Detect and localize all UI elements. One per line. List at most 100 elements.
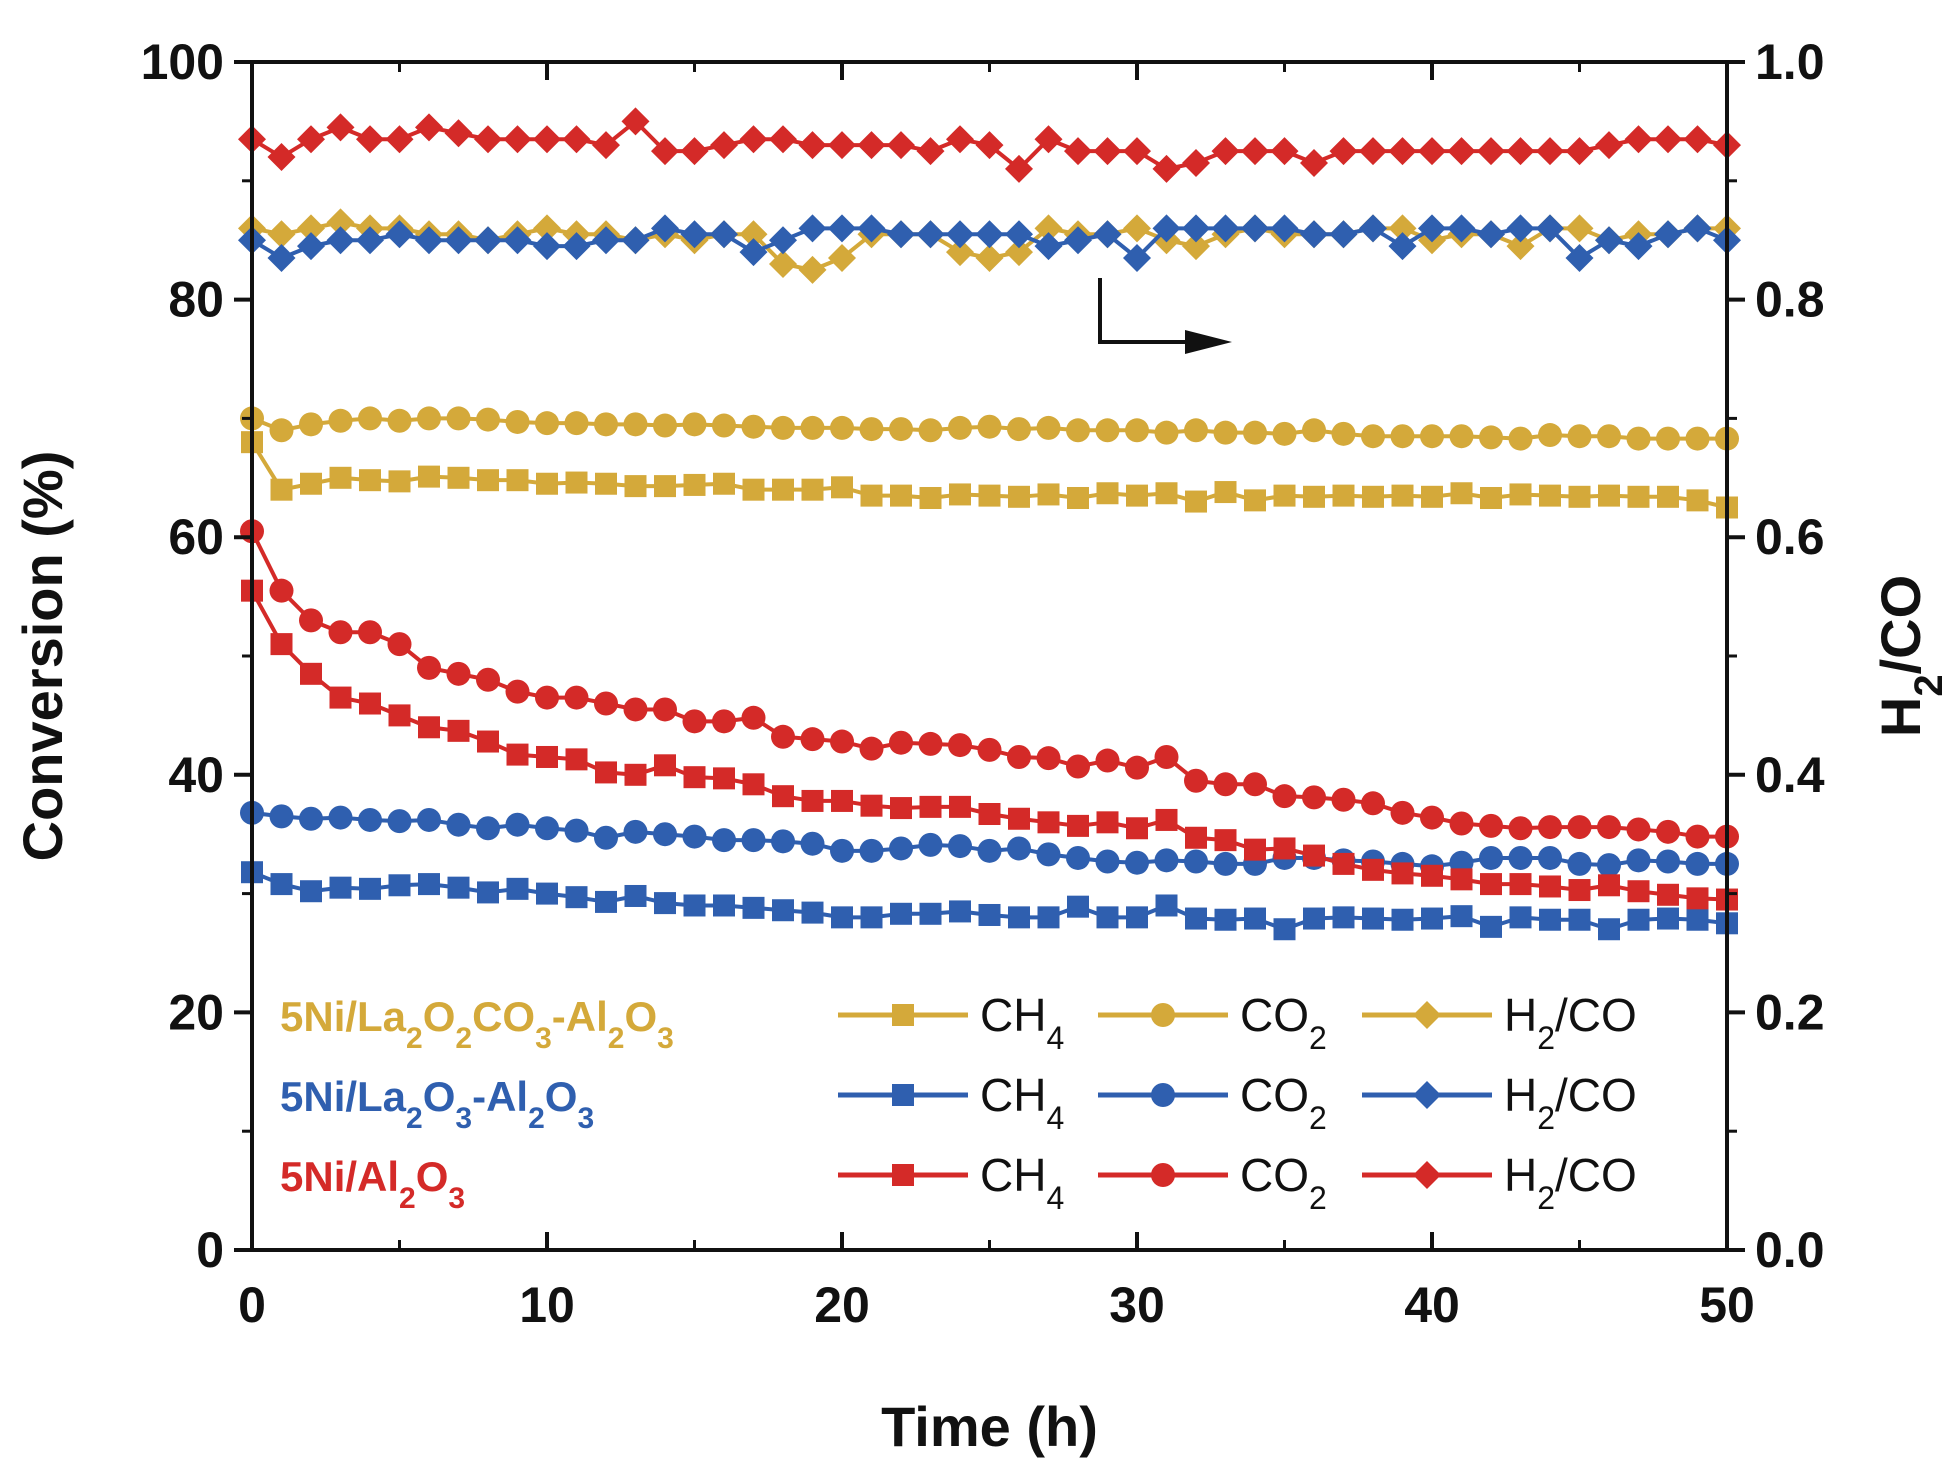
data-point-square <box>949 795 971 818</box>
data-point-circle <box>1184 849 1208 874</box>
data-point-square <box>388 470 411 493</box>
data-point-square <box>654 475 676 498</box>
data-point-diamond <box>651 137 679 166</box>
data-point-square <box>388 874 411 897</box>
data-point-square <box>1037 811 1060 834</box>
legend-series-label: CH4 <box>980 1069 1064 1136</box>
data-point-diamond <box>474 125 502 154</box>
data-point-diamond <box>1565 137 1594 166</box>
data-point-square <box>683 894 706 917</box>
data-point-diamond <box>1182 232 1210 261</box>
data-point-diamond <box>444 226 473 255</box>
data-point-circle <box>269 804 294 829</box>
legend-series-label-part: CH <box>980 1069 1046 1121</box>
data-point-circle <box>387 809 412 834</box>
data-point-circle <box>948 834 972 859</box>
data-point-square <box>1539 875 1561 898</box>
data-point-diamond <box>739 238 768 267</box>
x-axis-title: Time (h) <box>881 1395 1098 1458</box>
data-point-square <box>831 906 853 929</box>
legend-marker-circle <box>1151 1083 1175 1107</box>
data-point-circle <box>1508 816 1533 841</box>
data-point-circle <box>1331 787 1356 812</box>
data-point-square <box>1657 485 1679 508</box>
data-point-circle <box>977 414 1002 439</box>
data-point-circle <box>1567 851 1592 876</box>
data-point-diamond <box>1506 137 1535 166</box>
data-point-diamond <box>975 220 1004 249</box>
data-point-circle <box>1184 418 1208 443</box>
data-point-circle <box>1125 418 1149 443</box>
arrow-head <box>1185 330 1232 354</box>
series-1-h2co <box>238 214 1741 273</box>
y-left-tick-label: 0 <box>196 1222 224 1278</box>
data-point-circle <box>682 412 707 437</box>
data-point-circle <box>535 411 559 436</box>
data-point-circle <box>417 655 441 680</box>
data-point-square <box>1067 895 1089 918</box>
data-point-circle <box>387 632 412 657</box>
data-point-diamond <box>503 226 532 255</box>
data-point-square <box>1244 838 1266 861</box>
data-point-circle <box>653 697 677 722</box>
data-point-circle <box>594 825 618 850</box>
data-point-circle <box>830 729 854 754</box>
data-point-circle <box>328 408 353 433</box>
x-tick-label: 10 <box>519 1277 575 1333</box>
legend: 5Ni/La2O2CO3-Al2O3 CH4 CO2 H2/CO5Ni/La2O3-A… <box>280 989 1637 1216</box>
legend-sample-label-part: 3 <box>535 1022 552 1055</box>
data-point-circle <box>417 807 441 832</box>
data-point-circle <box>1567 815 1592 840</box>
data-point-square <box>418 465 440 488</box>
data-point-square <box>831 476 853 499</box>
data-point-square <box>1450 868 1473 891</box>
data-point-circle <box>1243 772 1267 797</box>
data-point-square <box>300 880 322 903</box>
data-point-diamond <box>769 226 797 255</box>
data-point-diamond <box>1034 232 1063 261</box>
data-point-square <box>1037 483 1060 506</box>
legend-sample-label-part: O <box>416 1153 449 1200</box>
data-point-circle <box>1361 791 1385 816</box>
data-point-diamond <box>1565 244 1594 273</box>
data-point-circle <box>623 819 648 844</box>
data-point-circle <box>1272 784 1297 809</box>
legend-series-label-part: 4 <box>1046 1180 1064 1216</box>
data-point-circle <box>1685 851 1710 876</box>
data-point-circle <box>1095 748 1120 773</box>
data-point-square <box>919 902 942 925</box>
data-point-circle <box>564 411 589 436</box>
data-point-diamond <box>326 113 355 142</box>
data-point-square <box>1008 807 1030 830</box>
data-point-square <box>1273 837 1296 860</box>
data-point-square <box>772 785 794 808</box>
data-point-diamond <box>592 226 620 255</box>
data-point-circle <box>1036 842 1061 867</box>
data-point-diamond <box>1005 238 1033 267</box>
data-point-square <box>683 766 706 789</box>
data-point-square <box>1008 485 1030 508</box>
data-point-circle <box>417 406 441 431</box>
data-point-square <box>565 886 588 909</box>
data-point-square <box>1450 905 1473 928</box>
legend-series-label: H2/CO <box>1504 989 1637 1056</box>
data-point-circle <box>1066 754 1090 779</box>
data-point-circle <box>1390 424 1415 449</box>
data-point-circle <box>1066 845 1090 870</box>
data-point-square <box>860 906 883 929</box>
data-point-circle <box>269 578 294 603</box>
legend-sample-label-part: -Al <box>472 1073 528 1120</box>
data-point-circle <box>1626 426 1651 451</box>
data-point-square <box>1657 883 1679 906</box>
y-axis-right-title-main: H <box>1869 697 1932 737</box>
data-point-square <box>359 877 381 900</box>
data-point-diamond <box>562 125 591 154</box>
data-point-circle <box>977 737 1002 762</box>
series-0-co2 <box>240 406 1739 451</box>
series-2-ch4 <box>241 579 1738 911</box>
legend-sample-label-part: -Al <box>552 993 608 1040</box>
data-point-circle <box>948 733 972 758</box>
data-point-diamond <box>1624 232 1653 261</box>
data-point-diamond <box>1624 125 1653 154</box>
data-point-square <box>359 692 381 715</box>
